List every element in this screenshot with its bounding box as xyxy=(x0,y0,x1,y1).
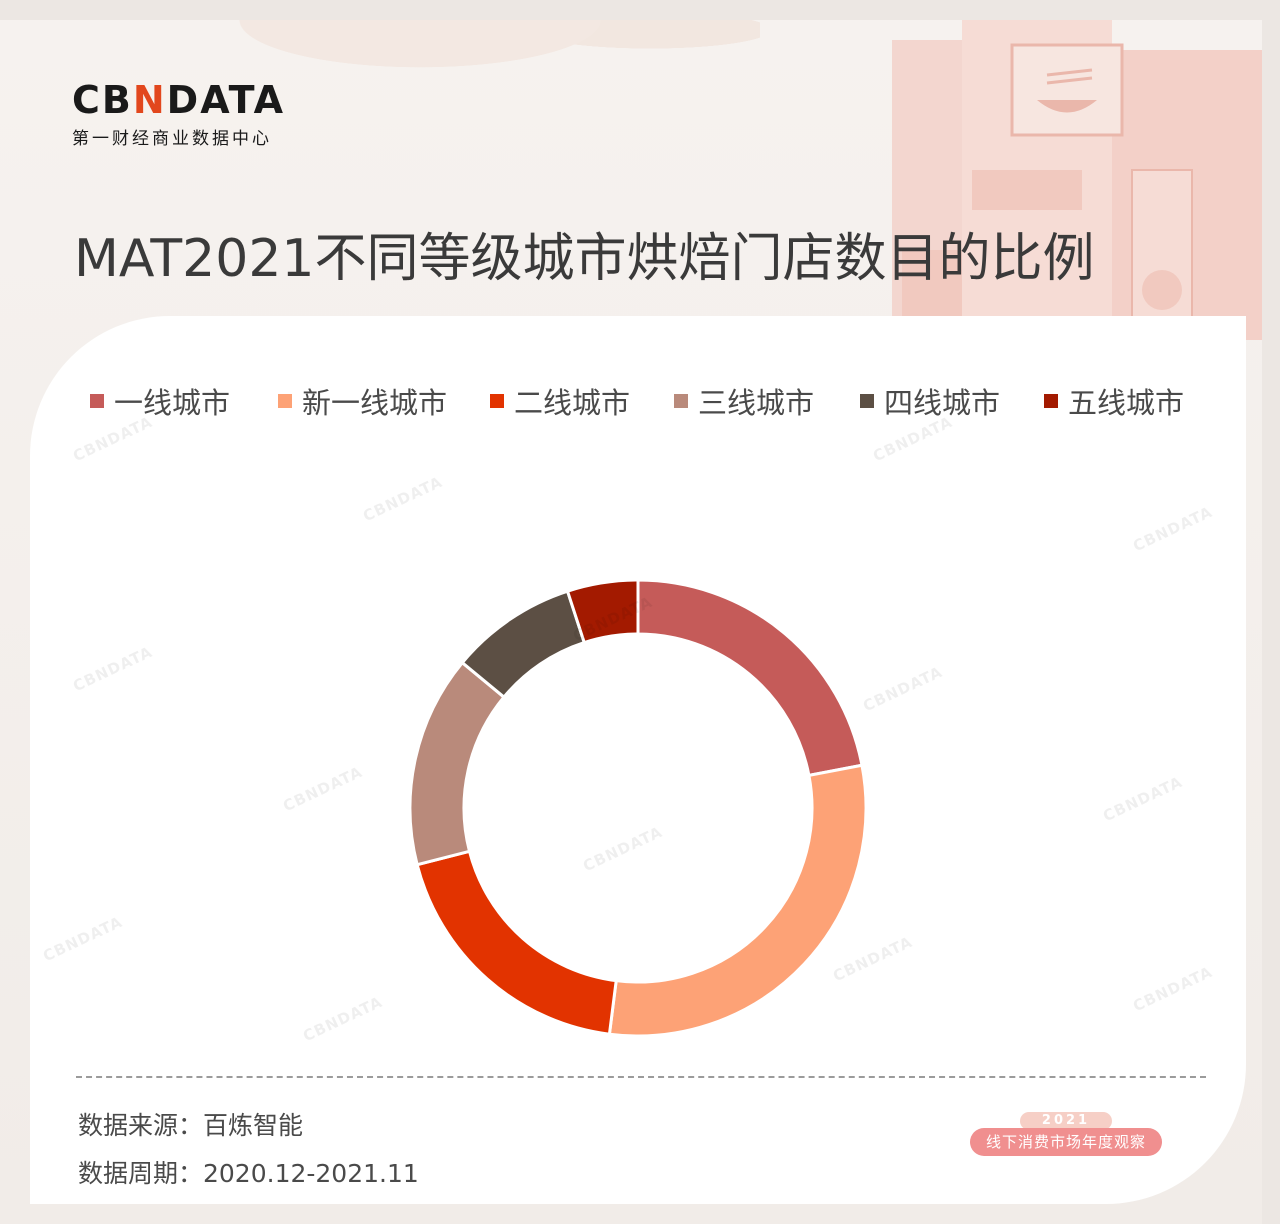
chart-card: 一线城市 新一线城市 二线城市 三线城市 四线城市 五线城市 数据来源：百炼智能 数据周期… xyxy=(30,316,1246,1204)
legend-item: 四线城市 xyxy=(860,380,1000,422)
footer-divider xyxy=(76,1076,1206,1078)
annual-report-badge: 2021 线下消费市场年度观察 xyxy=(970,1112,1162,1164)
donut-slice xyxy=(565,578,640,645)
badge-year: 2021 xyxy=(1020,1112,1112,1130)
legend-label: 三线城市 xyxy=(698,386,815,420)
donut-chart xyxy=(408,578,868,1038)
legend-item: 五线城市 xyxy=(1044,380,1184,422)
legend-swatch xyxy=(490,394,504,408)
legend-label: 一线城市 xyxy=(114,386,231,420)
page-canvas: CBNDATA 第一财经商业数据中心 MAT2021不同等级城市烘焙门店数目的比… xyxy=(0,20,1262,1224)
legend-swatch xyxy=(278,394,292,408)
donut-slice xyxy=(636,578,864,778)
legend-item: 二线城市 xyxy=(490,380,630,422)
donut-slice xyxy=(408,660,507,867)
legend-item: 三线城市 xyxy=(674,380,814,422)
legend-item: 一线城市 xyxy=(90,380,230,422)
legend-item: 新一线城市 xyxy=(278,380,447,422)
legend-swatch xyxy=(860,394,874,408)
logo-wordmark: CBNDATA xyxy=(72,78,286,122)
legend-label: 新一线城市 xyxy=(302,386,448,420)
data-source-text: 数据来源：百炼智能 xyxy=(78,1111,304,1140)
legend-swatch xyxy=(90,394,104,408)
background-cloud xyxy=(0,20,760,130)
legend-label: 二线城市 xyxy=(514,386,631,420)
background-buildings-illustration xyxy=(892,20,1262,340)
legend-swatch xyxy=(674,394,688,408)
donut-slice xyxy=(415,849,618,1036)
legend-label: 四线城市 xyxy=(884,386,1001,420)
legend-label: 五线城市 xyxy=(1068,386,1185,420)
badge-label: 线下消费市场年度观察 xyxy=(970,1128,1162,1156)
donut-slice xyxy=(607,763,868,1038)
logo-tagline: 第一财经商业数据中心 xyxy=(72,129,272,149)
page-title: MAT2021不同等级城市烘焙门店数目的比例 xyxy=(74,229,1095,289)
data-period-text: 数据周期：2020.12-2021.11 xyxy=(78,1159,419,1188)
legend-swatch xyxy=(1044,394,1058,408)
cbndata-logo: CBNDATA 第一财经商业数据中心 xyxy=(72,78,285,149)
chart-legend: 一线城市 新一线城市 二线城市 三线城市 四线城市 五线城市 xyxy=(90,380,1210,420)
